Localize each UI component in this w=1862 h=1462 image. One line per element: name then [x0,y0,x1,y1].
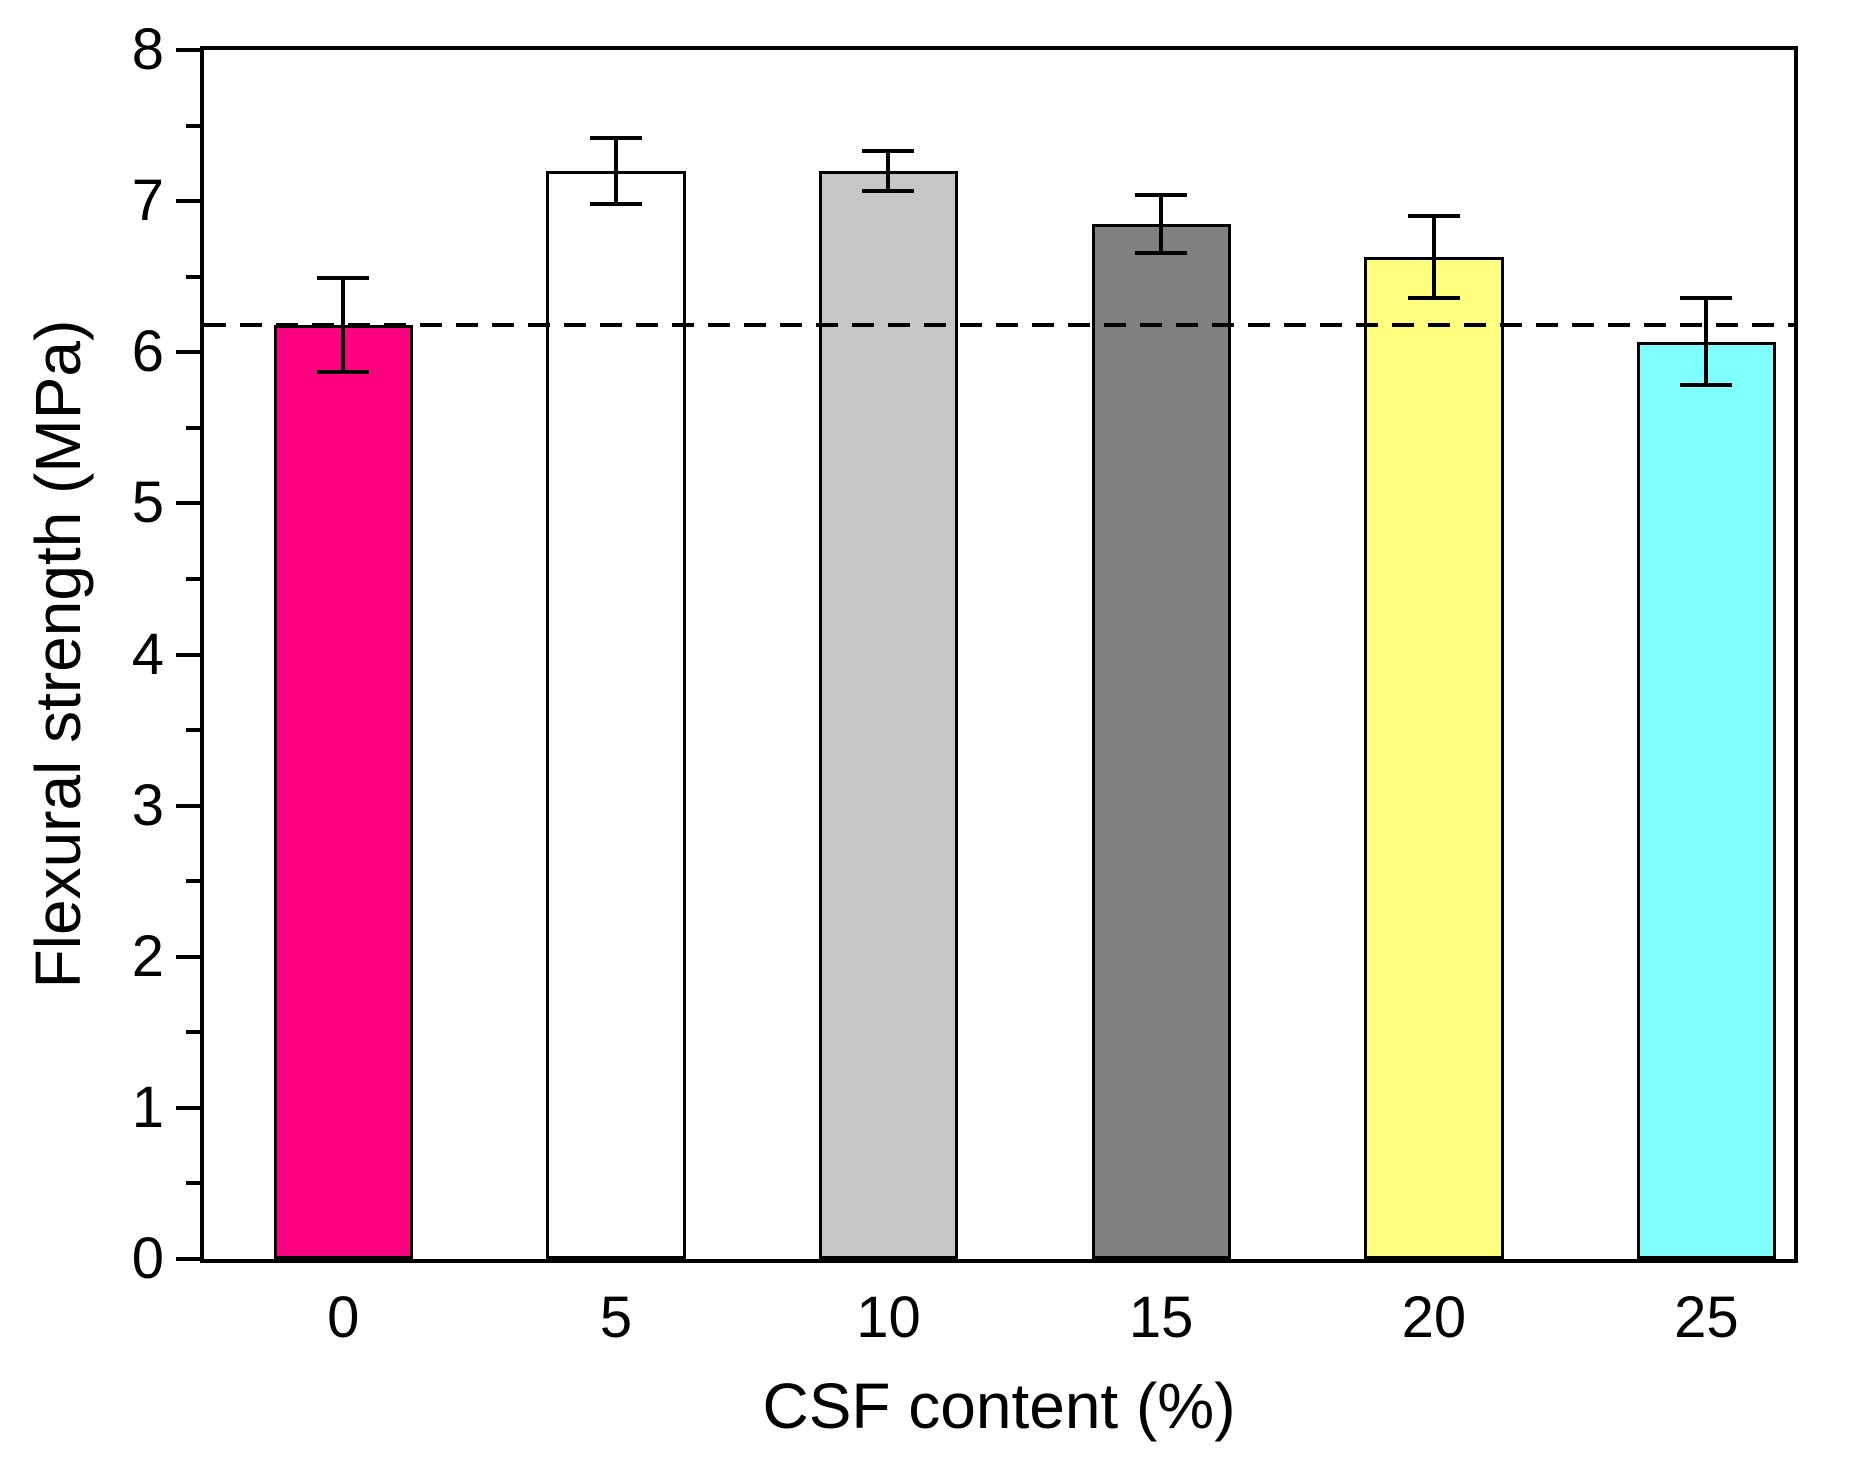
y-axis-minor-tick [186,576,200,581]
error-bar-cap-top [1680,295,1733,300]
error-bar-stem [613,137,618,205]
y-axis-major-tick [176,199,200,204]
error-bar-cap-top [589,135,642,140]
x-axis-tick-label: 0 [327,1285,360,1350]
error-bar-cap-bottom [862,188,915,193]
y-axis-minor-tick [186,879,200,884]
error-bar-stem [1431,216,1436,298]
bar-10 [818,170,959,1259]
y-axis-tick-label: 7 [131,168,164,234]
error-bar-cap-top [1407,214,1460,219]
y-axis-major-tick [176,48,200,52]
error-bar-cap-bottom [317,369,370,374]
plot-area: CSF content (%) 0 1 2 3 4 5 6 7 8 0 5 10 15 20 25 [132,21,1798,1442]
y-axis-minor-tick [186,1030,200,1035]
bar-0 [273,325,413,1259]
y-axis-major-tick [176,954,200,959]
y-axis-tick-label: 4 [131,621,164,687]
y-axis-major-tick [176,652,200,657]
bar-25 [1636,341,1777,1259]
error-bar-cap-top [1135,193,1188,198]
y-axis-minor-tick [186,123,200,128]
y-axis-tick-label: 8 [131,17,164,82]
y-axis-major-tick [176,1105,200,1110]
error-bar-cap-bottom [1680,383,1733,388]
bar-15 [1091,223,1231,1259]
error-bar-cap-bottom [1135,250,1188,255]
error-bar-stem [1704,297,1709,386]
y-axis-tick-label: 6 [131,319,164,385]
y-axis-major-tick [176,501,200,506]
y-axis-minor-tick [186,1181,200,1186]
error-bar-cap-top [862,149,915,154]
x-axis-title: CSF content (%) [762,1370,1236,1442]
x-axis-tick-label: 20 [1401,1285,1467,1350]
y-axis-title: Flexural strength (MPa) [22,319,94,989]
error-bar-cap-bottom [1407,295,1460,300]
y-axis-major-tick [176,1257,200,1261]
bar-20 [1364,257,1504,1259]
error-bar-stem [1159,195,1164,253]
y-axis-tick-label: 0 [131,1226,164,1291]
y-axis-minor-tick [186,425,200,430]
reference-dashed-line [204,323,1794,328]
y-axis-major-tick [176,803,200,808]
y-axis-minor-tick [186,274,200,279]
error-bar-cap-top [317,276,370,281]
y-axis-tick-label: 1 [131,1074,164,1140]
error-bar-cap-bottom [589,202,642,207]
x-axis-tick-label: 10 [856,1285,921,1350]
x-axis-tick-label: 15 [1128,1285,1194,1350]
x-axis-tick-label: 5 [599,1285,633,1350]
y-axis-tick-label: 5 [131,470,164,536]
x-axis-tick-label: 25 [1674,1285,1739,1350]
y-axis-minor-tick [186,728,200,733]
error-bar-stem [886,151,891,191]
y-axis-major-tick [176,350,200,355]
y-axis-tick-label: 2 [131,923,164,989]
y-axis-tick-label: 3 [131,772,164,838]
bar-5 [546,170,686,1259]
